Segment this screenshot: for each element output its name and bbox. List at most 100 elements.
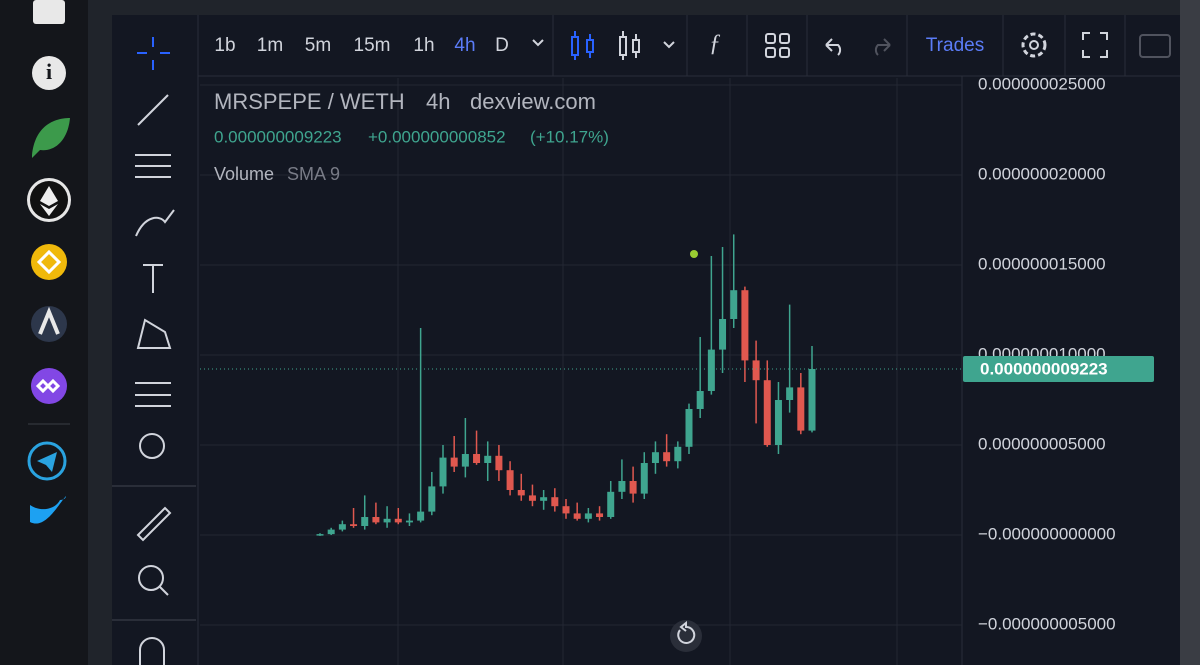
candle-body <box>350 524 358 527</box>
screenshot[interactable] <box>1139 34 1171 58</box>
toolbar: ƒ Trades 1b 1m 5m 15m 1h 4h D <box>214 15 1171 76</box>
y-tick-label: 0.000000025000 <box>978 74 1106 93</box>
candle-body <box>752 360 760 381</box>
last-price-box <box>963 355 1154 382</box>
candle-body <box>316 534 324 536</box>
candle-body <box>405 520 413 523</box>
interval-button[interactable]: 4h <box>454 35 475 56</box>
candle-body <box>450 457 458 467</box>
candle-body <box>461 454 469 467</box>
twitter-icon[interactable] <box>30 496 66 524</box>
y-tick-label: 0.000000005000 <box>978 434 1106 453</box>
candle-body <box>394 518 402 523</box>
candle-body <box>763 380 771 446</box>
layout[interactable] <box>765 33 790 58</box>
ruler-tool[interactable] <box>136 506 172 542</box>
fib-tool[interactable] <box>135 154 171 178</box>
settings[interactable] <box>1021 32 1047 58</box>
plot <box>200 78 962 665</box>
candle-body <box>473 454 481 464</box>
candle-body <box>540 497 548 501</box>
y-tick-label: −0.000000005000 <box>978 614 1116 633</box>
interval-button[interactable]: 1m <box>257 35 283 56</box>
candle-body <box>774 400 782 446</box>
text-tool[interactable] <box>143 264 163 293</box>
fullscreen[interactable] <box>1082 32 1108 58</box>
candle-body <box>786 387 794 401</box>
event-marker[interactable] <box>690 250 698 258</box>
chart-panel <box>112 15 1180 665</box>
candle-body <box>372 517 380 523</box>
candle-body <box>383 518 391 523</box>
candle-body <box>495 455 503 471</box>
drawing-tools <box>112 37 196 665</box>
trades-button[interactable]: Trades <box>926 35 984 56</box>
candle-body <box>551 497 559 507</box>
interval-button[interactable]: 15m <box>354 35 391 56</box>
source: dexview.com <box>470 89 596 114</box>
scroll-edge <box>1180 0 1200 665</box>
indicators[interactable]: ƒ <box>709 31 721 57</box>
interval-button[interactable]: 1h <box>413 35 434 56</box>
indicator: Volume <box>214 164 274 184</box>
candle-body <box>417 511 425 521</box>
interval-button[interactable]: D <box>495 35 509 56</box>
reset-button[interactable] <box>670 620 702 652</box>
telegram-icon[interactable] <box>27 441 67 481</box>
y-tick-label: −0.000000000000 <box>978 524 1116 543</box>
candle-body <box>361 517 369 527</box>
magnet-tool[interactable] <box>139 637 165 665</box>
svg-text:i: i <box>46 59 52 84</box>
candle-body <box>629 481 637 494</box>
candle-body <box>663 452 671 462</box>
price: 0.000000009223 <box>214 127 342 146</box>
candle-body <box>797 387 805 431</box>
last-price-label: 0.000000009223 <box>980 359 1108 378</box>
candle-body <box>730 290 738 320</box>
candle-body <box>562 506 570 514</box>
line-tool[interactable] <box>137 94 169 126</box>
candle-body <box>338 524 346 530</box>
candle-body <box>506 470 514 491</box>
sidebar-icons: i <box>27 0 71 524</box>
candle-body <box>528 495 536 501</box>
interval-button[interactable]: 5m <box>305 35 331 56</box>
prediction-tool[interactable] <box>135 382 171 407</box>
info-icon[interactable] <box>32 56 66 90</box>
candle-body <box>484 455 492 464</box>
candle-body <box>651 452 659 464</box>
candle-body <box>517 490 525 496</box>
candle-body <box>327 529 335 535</box>
bar-type[interactable] <box>619 31 640 60</box>
leaf-icon[interactable] <box>32 118 70 158</box>
indicator-param: SMA 9 <box>287 164 340 184</box>
undo[interactable] <box>825 38 842 56</box>
candle-body <box>584 513 592 519</box>
change-pct: (+10.17%) <box>530 127 609 146</box>
candle-body <box>707 349 715 392</box>
chart-interval: 4h <box>426 89 450 114</box>
candle-body <box>674 446 682 462</box>
emoji-tool[interactable] <box>139 433 165 459</box>
candle-body <box>685 409 693 447</box>
candle-body <box>573 513 581 519</box>
bnb-icon[interactable] <box>31 244 67 280</box>
y-tick-label: 0.000000015000 <box>978 254 1106 273</box>
candle-body <box>640 463 648 494</box>
candle-body <box>618 481 626 492</box>
candle-body <box>719 319 727 350</box>
redo[interactable] <box>874 38 891 56</box>
change: +0.000000000852 <box>368 127 506 146</box>
crosshair-tool[interactable] <box>137 37 170 70</box>
candle-body <box>439 457 447 487</box>
pattern-tool[interactable] <box>136 318 172 349</box>
candle-body <box>607 491 615 518</box>
wallet-icon[interactable] <box>33 0 65 24</box>
interval-button[interactable]: 1b <box>214 35 235 56</box>
candle-body <box>428 486 436 512</box>
zoom-tool[interactable] <box>138 565 164 591</box>
pair: MRSPEPE / WETH <box>214 89 405 114</box>
brush-tool[interactable] <box>135 209 175 237</box>
candle-type[interactable] <box>571 31 594 60</box>
